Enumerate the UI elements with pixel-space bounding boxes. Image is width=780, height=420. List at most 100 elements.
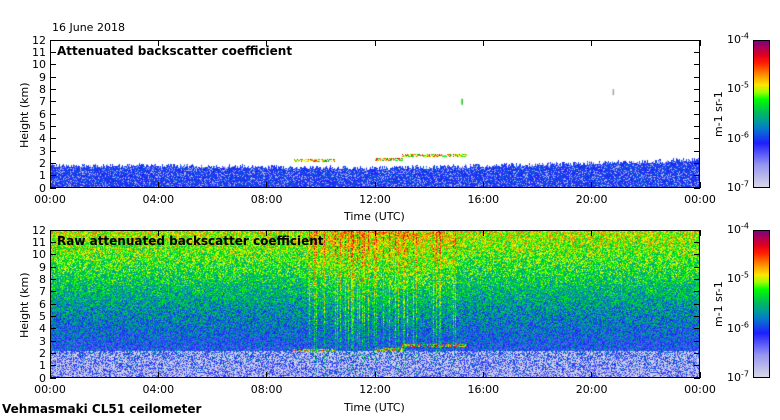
x-tick-label: 16:00 [467, 383, 500, 396]
y-tick [694, 150, 700, 152]
y-tick [50, 88, 56, 90]
y-tick [50, 39, 56, 41]
y-tick [694, 51, 700, 53]
y-tick-label: 8 [39, 82, 46, 96]
y-tick [50, 254, 56, 256]
y-tick [50, 340, 56, 342]
x-tick-label: 20:00 [575, 193, 608, 206]
x-tick [374, 372, 376, 378]
colorbar-tick-label: 10-5 [727, 81, 749, 96]
y-tick [50, 175, 56, 177]
x-tick-label: 12:00 [359, 193, 391, 206]
y-tick [694, 340, 700, 342]
y-tick-label: 6 [39, 107, 46, 121]
y-tick-label: 3 [39, 334, 46, 348]
x-tick-label: 00:00 [684, 383, 716, 396]
x-tick [157, 230, 159, 236]
x-tick [266, 230, 268, 236]
tick-base: 10 [727, 131, 742, 145]
x-tick-label: 04:00 [142, 383, 175, 396]
x-tick [591, 372, 593, 378]
y-tick [694, 352, 700, 354]
x-tick-label: 20:00 [575, 383, 608, 396]
x-tick [266, 372, 268, 378]
y-tick [694, 39, 700, 41]
y-tick [694, 254, 700, 256]
y-tick [694, 266, 700, 268]
y-tick [694, 365, 700, 367]
colorbar-tick-label: 10-7 [727, 179, 749, 194]
y-tick [694, 229, 700, 231]
y-tick [694, 187, 700, 189]
y-tick-label: 4 [39, 132, 46, 146]
x-axis-label: Time (UTC) [344, 210, 405, 223]
y-tick-label: 5 [39, 119, 46, 133]
x-tick-label: 08:00 [250, 383, 283, 396]
x-tick [49, 230, 51, 236]
y-tick [694, 88, 700, 90]
tick-base: 10 [727, 272, 742, 286]
tick-base: 10 [727, 223, 742, 236]
y-tick-label: 4 [39, 322, 46, 336]
x-tick [482, 182, 484, 188]
y-tick-label: 1 [39, 359, 46, 373]
x-tick [482, 230, 484, 236]
y-tick-label: 10 [32, 248, 46, 262]
y-tick [50, 150, 56, 152]
y-tick-label: 0 [39, 181, 46, 195]
x-tick-label: 12:00 [359, 383, 391, 396]
x-tick [699, 40, 701, 46]
colorbar-tick-label: 10-6 [727, 321, 749, 335]
tick-exponent: -6 [741, 130, 749, 139]
x-tick [482, 40, 484, 46]
y-tick-label: 3 [39, 144, 46, 158]
tick-base: 10 [727, 371, 742, 384]
y-tick [50, 291, 56, 293]
x-tick [266, 182, 268, 188]
y-tick [50, 241, 56, 243]
x-tick [374, 230, 376, 236]
x-tick [157, 372, 159, 378]
x-axis-label: Time (UTC) [344, 401, 405, 414]
y-tick [50, 229, 56, 231]
y-tick-label: 5 [39, 309, 46, 323]
y-tick-label: 9 [39, 260, 46, 274]
x-tick [157, 182, 159, 188]
y-tick [50, 64, 56, 66]
x-tick [266, 40, 268, 46]
y-tick [50, 76, 56, 78]
colorbar-tick-label: 10-4 [727, 222, 749, 236]
y-tick-label: 1 [39, 169, 46, 183]
y-tick [50, 278, 56, 280]
tick-exponent: -7 [741, 179, 749, 189]
x-tick-label: 16:00 [467, 193, 500, 206]
tick-base: 10 [727, 82, 742, 96]
y-tick [50, 365, 56, 367]
raw-backscatter-heatmap [51, 231, 699, 377]
tick-exponent: -5 [741, 270, 749, 280]
y-tick [50, 113, 56, 115]
y-tick [50, 377, 56, 379]
y-tick [50, 328, 56, 330]
tick-base: 10 [727, 321, 742, 335]
colorbar-tick-label: 10-7 [727, 370, 749, 384]
y-tick [694, 101, 700, 103]
y-tick [50, 266, 56, 268]
x-tick-label: 04:00 [142, 193, 175, 206]
plot-title: Attenuated backscatter coefficient [57, 44, 293, 58]
y-tick [50, 51, 56, 53]
raw-attenuated-backscatter-plot: Raw attenuated backscatter coefficient [50, 230, 700, 378]
colorbar-tick-label: 10-5 [727, 270, 749, 286]
colorbar-unit-label: m-1 sr-1 [712, 91, 725, 137]
footer-label: Vehmasmaki CL51 ceilometer [2, 402, 202, 416]
x-tick [49, 372, 51, 378]
x-tick [157, 40, 159, 46]
y-tick [694, 278, 700, 280]
tick-base: 10 [727, 33, 742, 46]
x-tick [374, 40, 376, 46]
colorbar-tick-label: 10-6 [727, 130, 749, 145]
y-tick [694, 138, 700, 140]
x-tick-label: 00:00 [684, 193, 716, 206]
y-tick-label: 2 [39, 156, 46, 170]
